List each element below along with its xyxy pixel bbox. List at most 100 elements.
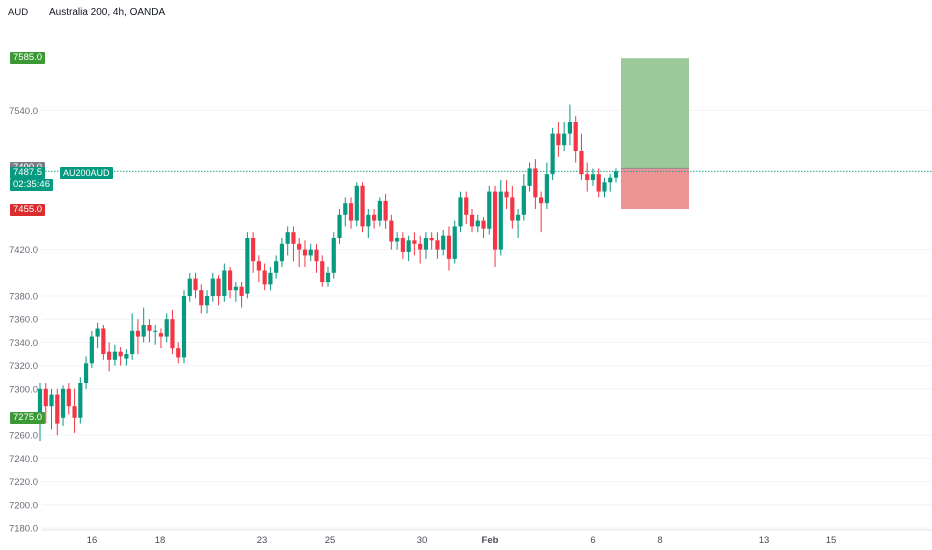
candle-body bbox=[210, 278, 215, 296]
candle-body bbox=[533, 168, 538, 198]
candle-body bbox=[72, 406, 77, 418]
y-tick-label: 7540.0 bbox=[9, 106, 38, 117]
x-tick-label: 30 bbox=[417, 535, 428, 546]
candle-body bbox=[83, 363, 89, 383]
candle-body bbox=[78, 383, 83, 418]
candle-body bbox=[279, 243, 285, 262]
x-tick-label: 25 bbox=[325, 535, 336, 546]
candlestick-series bbox=[37, 104, 619, 441]
candle-body bbox=[562, 133, 567, 146]
candle-body bbox=[199, 290, 204, 306]
x-tick-label: 8 bbox=[657, 535, 662, 546]
candle-body bbox=[458, 197, 463, 227]
candle-body bbox=[360, 185, 365, 227]
loss-zone bbox=[621, 168, 689, 209]
candle-body bbox=[251, 238, 256, 262]
candle-body bbox=[435, 240, 440, 250]
candle-body bbox=[274, 261, 279, 273]
candle-body bbox=[608, 177, 613, 183]
candle-body bbox=[475, 220, 480, 227]
candle-body bbox=[135, 330, 141, 337]
candle-body bbox=[153, 330, 158, 332]
candle-body bbox=[487, 191, 492, 229]
candle-body bbox=[222, 270, 227, 296]
candle-body bbox=[573, 122, 578, 151]
price-grid bbox=[42, 109, 932, 529]
candle-body bbox=[124, 354, 129, 359]
candle-body bbox=[227, 270, 233, 291]
x-tick-label: 15 bbox=[826, 535, 837, 546]
candle-body bbox=[354, 185, 359, 221]
candle-body bbox=[418, 243, 423, 250]
candle-body bbox=[446, 235, 452, 259]
candle-body bbox=[602, 182, 607, 192]
candle-body bbox=[176, 348, 181, 358]
candle-body bbox=[49, 394, 54, 407]
candle-body bbox=[400, 238, 405, 252]
candle-body bbox=[193, 278, 198, 291]
candle-body bbox=[371, 214, 377, 221]
candle-body bbox=[481, 220, 486, 229]
x-tick-label: Feb bbox=[482, 535, 499, 546]
y-tick-label: 7360.0 bbox=[9, 315, 38, 326]
candle-body bbox=[204, 296, 210, 306]
time-axis[interactable]: 16 18 23 25 30 Feb 6 8 13 15 bbox=[42, 529, 932, 546]
symbol-label: AU200AUD bbox=[60, 167, 113, 180]
candle-body bbox=[343, 203, 348, 215]
candle-body bbox=[239, 286, 244, 296]
low-price-badge: 7275.0 bbox=[10, 411, 46, 424]
y-tick-label: 7260.0 bbox=[9, 431, 38, 442]
candle-body bbox=[60, 388, 66, 418]
target-price-badge: 7585.0 bbox=[10, 52, 46, 65]
candle-body bbox=[348, 203, 354, 221]
candle-body bbox=[245, 238, 250, 294]
stop-price-badge: 7455.0 bbox=[10, 204, 46, 216]
candle-body bbox=[331, 238, 336, 273]
candle-body bbox=[469, 214, 475, 227]
candle-body bbox=[118, 351, 123, 357]
candle-body bbox=[95, 328, 100, 337]
candle-body bbox=[164, 319, 169, 337]
candle-body bbox=[429, 238, 434, 241]
y-tick-label: 7300.0 bbox=[9, 384, 38, 395]
x-tick-label: 16 bbox=[87, 535, 98, 546]
candle-body bbox=[585, 174, 590, 180]
x-tick-label: 6 bbox=[590, 535, 595, 546]
candle-body bbox=[527, 168, 532, 186]
candle-body bbox=[567, 122, 573, 134]
candle-body bbox=[285, 232, 290, 244]
y-tick-label: 7220.0 bbox=[9, 477, 38, 488]
candle-body bbox=[498, 191, 503, 250]
candle-body bbox=[187, 278, 192, 296]
candle-body bbox=[37, 388, 43, 424]
y-tick-label: 7200.0 bbox=[9, 500, 38, 511]
x-tick-label: 23 bbox=[257, 535, 268, 546]
x-tick-label: 18 bbox=[155, 535, 166, 546]
candle-body bbox=[181, 296, 187, 358]
candle-body bbox=[147, 325, 152, 331]
y-tick-label: 7320.0 bbox=[9, 361, 38, 372]
candle-body bbox=[141, 325, 146, 337]
candle-body bbox=[579, 151, 584, 175]
candle-body bbox=[366, 214, 371, 227]
candle-body bbox=[320, 261, 325, 283]
candle-body bbox=[406, 240, 411, 252]
y-tick-label: 7420.0 bbox=[9, 245, 38, 256]
candle-body bbox=[544, 174, 549, 204]
candle-body bbox=[377, 200, 382, 221]
candle-body bbox=[521, 185, 526, 215]
y-tick-label: 7380.0 bbox=[9, 292, 38, 303]
candle-body bbox=[43, 388, 48, 407]
candle-body bbox=[291, 232, 296, 244]
price-axis[interactable]: 7540.0 7420.0 7380.0 7360.0 7340.0 7320.0 7300… bbox=[9, 106, 38, 535]
candle-body bbox=[262, 270, 267, 285]
candle-body bbox=[325, 272, 331, 283]
candle-body bbox=[590, 174, 596, 180]
candle-body bbox=[130, 330, 135, 354]
candle-body bbox=[510, 197, 515, 221]
y-tick-label: 7180.0 bbox=[9, 524, 38, 535]
long-position-tool[interactable] bbox=[621, 58, 689, 209]
candle-body bbox=[66, 388, 71, 407]
candle-body bbox=[55, 394, 60, 424]
